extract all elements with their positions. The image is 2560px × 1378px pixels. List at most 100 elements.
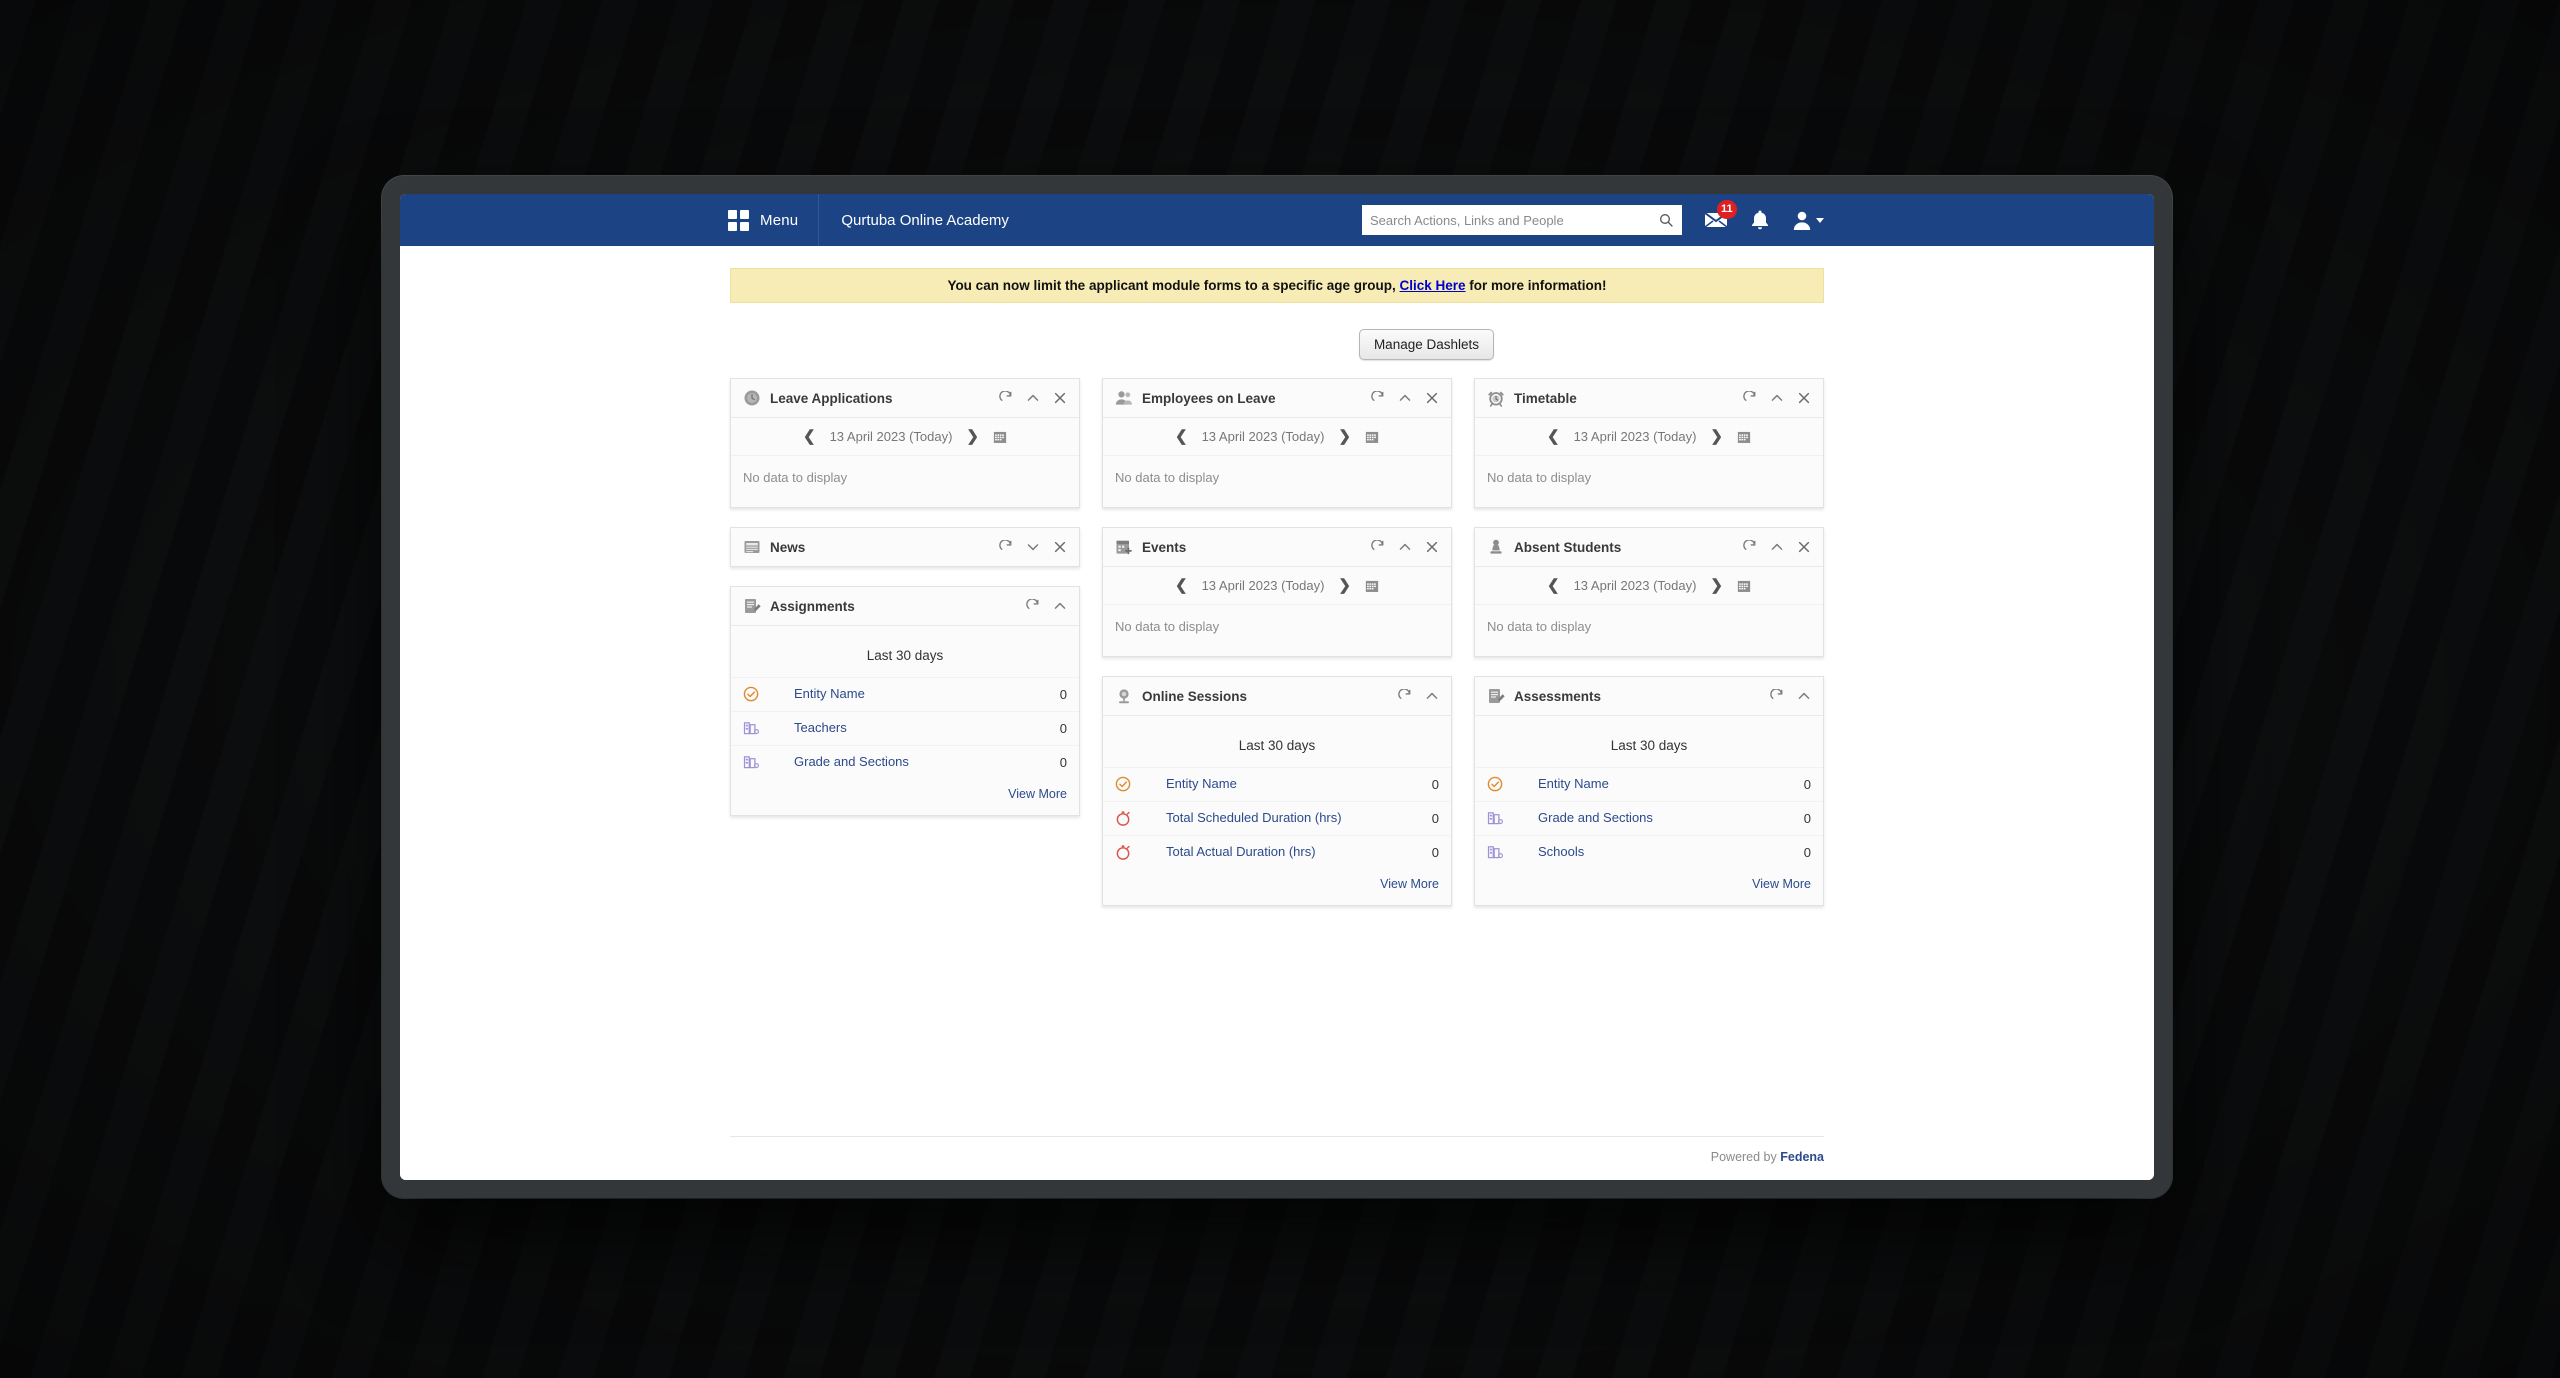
close-icon[interactable] — [1797, 391, 1811, 405]
dashlet-column-2: Employees on Leave ❮ 13 April 2023 (Today)… — [1102, 378, 1452, 906]
chevron-right-icon[interactable]: ❯ — [1710, 428, 1723, 445]
calendar-icon[interactable] — [1737, 430, 1751, 444]
stat-label[interactable]: Grade and Sections — [1538, 809, 1653, 825]
building-icon — [1487, 811, 1503, 824]
stat-value: 0 — [1803, 776, 1811, 792]
browser-screen: Menu Qurtuba Online Academy — [400, 194, 2154, 1180]
stat-row: Grade and Sections 0 — [1475, 800, 1823, 835]
profile-menu-button[interactable] — [1792, 210, 1824, 231]
stat-label[interactable]: Schools — [1538, 843, 1585, 859]
stat-label[interactable]: Entity Name — [1166, 776, 1237, 791]
stat-label[interactable]: Teachers — [794, 719, 847, 735]
chevron-up-icon[interactable] — [1770, 540, 1784, 554]
dashlet-header: Assessments — [1475, 677, 1823, 716]
dashlet-grid: Leave Applications ❮ 13 April 2023 (Today)… — [730, 378, 1824, 906]
stat-value: 0 — [1803, 844, 1811, 860]
chevron-left-icon[interactable]: ❮ — [1546, 577, 1560, 594]
dashlet-title: Employees on Leave — [1142, 390, 1276, 406]
close-icon[interactable] — [1053, 391, 1067, 405]
refresh-icon[interactable] — [1743, 540, 1757, 554]
chevron-left-icon[interactable]: ❮ — [1174, 428, 1188, 445]
date-navigator: ❮ 13 April 2023 (Today) ❯ — [731, 418, 1079, 456]
view-more-link[interactable]: View More — [1008, 786, 1067, 801]
search-box[interactable] — [1362, 205, 1682, 235]
stat-label[interactable]: Entity Name — [1538, 776, 1609, 791]
refresh-icon[interactable] — [1770, 689, 1784, 703]
stat-row: Entity Name 0 — [1103, 767, 1451, 801]
dashlet-header: Leave Applications — [731, 379, 1079, 418]
chevron-down-icon — [1816, 217, 1824, 223]
date-navigator: ❮ 13 April 2023 (Today) ❯ — [1103, 418, 1451, 456]
dashlet-title: News — [770, 539, 806, 555]
building-icon — [1487, 845, 1503, 858]
main-menu-button[interactable]: Menu — [724, 194, 820, 246]
chevron-down-icon[interactable] — [1026, 540, 1040, 554]
dashlet-header: Events — [1103, 528, 1451, 567]
chevron-up-icon[interactable] — [1026, 391, 1040, 405]
refresh-icon[interactable] — [1398, 689, 1412, 703]
messages-button[interactable]: 11 — [1704, 200, 1737, 230]
chevron-up-icon[interactable] — [1053, 599, 1067, 613]
banner-click-here-link[interactable]: Click Here — [1399, 278, 1466, 293]
refresh-icon[interactable] — [1371, 540, 1385, 554]
chevron-right-icon[interactable]: ❯ — [1710, 577, 1723, 594]
menu-label: Menu — [760, 211, 799, 229]
calendar-icon[interactable] — [1365, 579, 1379, 593]
view-more-link[interactable]: View More — [1752, 876, 1811, 891]
dashlet-title: Leave Applications — [770, 390, 893, 406]
dashlet-actions — [999, 540, 1067, 554]
notifications-button[interactable] — [1750, 209, 1770, 231]
stat-value: 0 — [1059, 754, 1067, 770]
organization-name: Qurtuba Online Academy — [841, 211, 1009, 229]
close-icon[interactable] — [1425, 391, 1439, 405]
manage-dashlets-button[interactable]: Manage Dashlets — [1358, 329, 1494, 360]
current-date-label: 13 April 2023 (Today) — [829, 429, 953, 444]
chevron-left-icon[interactable]: ❮ — [1546, 428, 1560, 445]
dashlet-actions — [1743, 391, 1811, 405]
stat-label[interactable]: Total Actual Duration (hrs) — [1166, 843, 1316, 859]
chevron-up-icon[interactable] — [1797, 689, 1811, 703]
calendar-icon[interactable] — [1365, 430, 1379, 444]
chevron-up-icon[interactable] — [1425, 689, 1439, 703]
view-more-link[interactable]: View More — [1380, 876, 1439, 891]
chevron-right-icon[interactable]: ❯ — [966, 428, 979, 445]
period-label: Last 30 days — [1238, 738, 1316, 753]
grid-icon — [728, 209, 749, 231]
refresh-icon[interactable] — [1743, 391, 1757, 405]
info-banner: You can now limit the applicant module f… — [730, 268, 1824, 303]
chevron-left-icon[interactable]: ❮ — [802, 428, 816, 445]
refresh-icon[interactable] — [999, 540, 1013, 554]
close-icon[interactable] — [1425, 540, 1439, 554]
dashlet-header: Absent Students — [1475, 528, 1823, 567]
chevron-up-icon[interactable] — [1398, 391, 1412, 405]
stat-row: Teachers 0 — [731, 710, 1079, 745]
refresh-icon[interactable] — [1371, 391, 1385, 405]
chevron-up-icon[interactable] — [1770, 391, 1784, 405]
calendar-icon[interactable] — [1737, 579, 1751, 593]
stat-label[interactable]: Total Scheduled Duration (hrs) — [1166, 809, 1342, 825]
refresh-icon[interactable] — [1026, 599, 1040, 613]
calendar-icon[interactable] — [993, 430, 1007, 444]
current-date-label: 13 April 2023 (Today) — [1573, 578, 1697, 593]
stat-label[interactable]: Grade and Sections — [794, 753, 909, 769]
search-input[interactable] — [1370, 212, 1658, 228]
dashlet-absent-students: Absent Students ❮ 13 April 2023 (Today) ❯ No… — [1474, 527, 1824, 657]
stat-value: 0 — [1431, 844, 1439, 860]
chevron-right-icon[interactable]: ❯ — [1338, 577, 1351, 594]
dashlet-assignments: Assignments Last 30 days Entity Name 0 Teach… — [730, 586, 1080, 816]
period-label: Last 30 days — [866, 648, 944, 663]
stopwatch-icon — [1116, 844, 1130, 860]
close-icon[interactable] — [1053, 540, 1067, 554]
chevron-left-icon[interactable]: ❮ — [1174, 577, 1188, 594]
check-circle-icon — [1487, 776, 1503, 792]
search-icon[interactable] — [1658, 212, 1674, 228]
refresh-icon[interactable] — [999, 391, 1013, 405]
dashlet-actions — [1026, 599, 1067, 613]
dashlet-actions — [1398, 689, 1439, 703]
close-icon[interactable] — [1797, 540, 1811, 554]
chevron-right-icon[interactable]: ❯ — [1338, 428, 1351, 445]
stat-label[interactable]: Entity Name — [794, 686, 865, 701]
messages-badge: 11 — [1717, 200, 1737, 219]
chevron-up-icon[interactable] — [1398, 540, 1412, 554]
stat-value: 0 — [1431, 810, 1439, 826]
